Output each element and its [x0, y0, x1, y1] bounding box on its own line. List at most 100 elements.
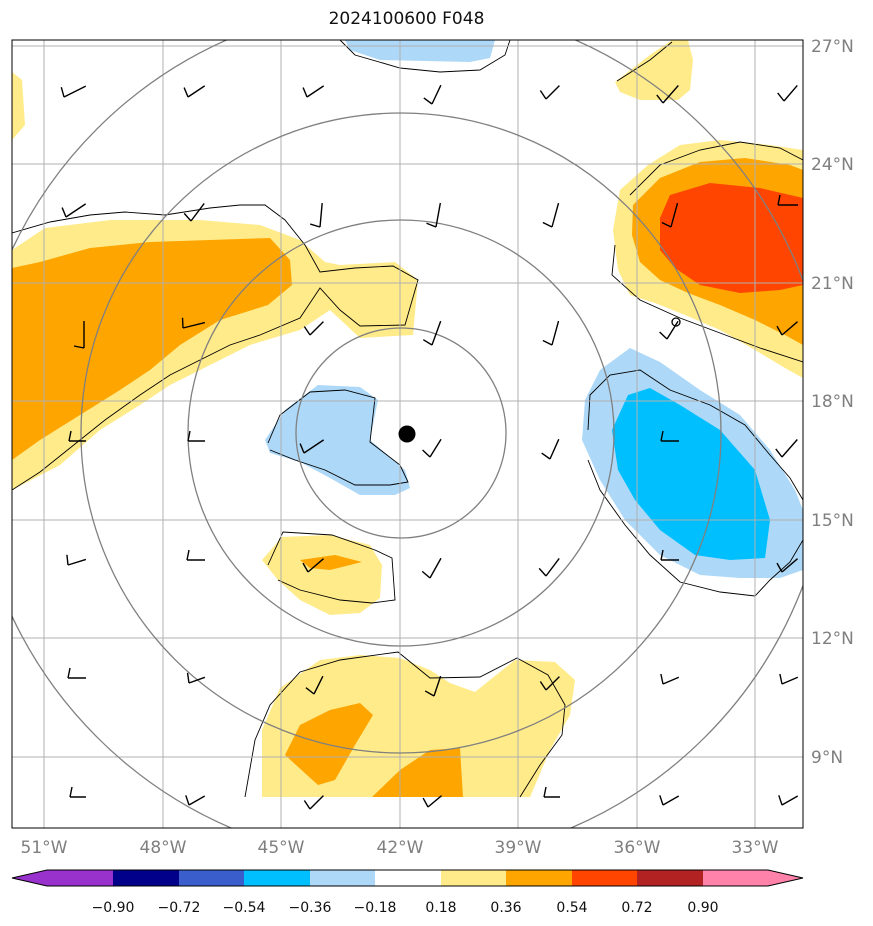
wind-barb — [422, 438, 442, 458]
ne-yellow-blob — [615, 40, 693, 100]
lon-label-39: 39°W — [495, 838, 542, 858]
secondary-center-marker — [671, 317, 681, 327]
wind-barb — [661, 202, 679, 228]
wind-barb — [776, 321, 798, 336]
wind-barb — [73, 321, 85, 349]
wind-barb — [660, 673, 680, 685]
south-orange-1 — [285, 703, 373, 785]
wind-barb — [67, 667, 86, 679]
wind-barb — [422, 795, 442, 808]
lon-label-48: 48°W — [140, 838, 187, 858]
colorbar-label-3: −0.54 — [223, 900, 266, 916]
shaded-fields — [12, 40, 803, 797]
lat-label-21: 21°N — [811, 274, 854, 294]
colorbar-bin-7 — [441, 870, 506, 886]
range-rings — [12, 40, 803, 828]
east-deep-blue — [612, 388, 770, 560]
wind-barb — [69, 786, 86, 798]
colorbar-label-6: 0.18 — [425, 900, 456, 916]
wind-barb — [68, 430, 86, 442]
wind-barb — [777, 194, 798, 206]
center-south-yellow — [262, 535, 382, 615]
contour-west — [12, 204, 419, 491]
map-title: 2024100600 F048 — [328, 9, 485, 29]
storm-center-marker — [398, 425, 416, 443]
contour-north — [339, 40, 511, 73]
colorbar-label-5: −0.18 — [354, 900, 397, 916]
colorbar-bin-10 — [637, 870, 703, 886]
lat-label-18: 18°N — [811, 392, 854, 412]
south-orange-2 — [372, 748, 463, 797]
wind-barb — [423, 84, 442, 105]
wind-barb — [541, 438, 560, 460]
wind-barb — [421, 557, 442, 579]
colorbar-label-9: 0.72 — [621, 900, 652, 916]
wind-barb — [660, 549, 679, 561]
colorbar-label-1: −0.90 — [92, 900, 135, 916]
wind-barb — [302, 558, 324, 573]
wind-barb — [422, 320, 442, 346]
wind-barb — [656, 85, 679, 104]
colorbar-label-10: 0.90 — [687, 900, 718, 916]
wind-barb — [776, 558, 798, 573]
wind-barb — [426, 202, 442, 228]
wind-barb — [539, 85, 560, 100]
contour-ne — [616, 41, 673, 82]
wind-barb — [310, 202, 323, 228]
colorbar-bin-3 — [179, 870, 244, 886]
wind-barb — [538, 557, 560, 577]
lon-label-42: 42°W — [377, 838, 424, 858]
lon-label-45: 45°W — [258, 838, 305, 858]
colorbar-label-2: −0.72 — [158, 900, 201, 916]
wind-barb — [61, 203, 87, 218]
range-ring-3 — [80, 112, 722, 754]
east-red-core — [660, 183, 803, 293]
plot-frame — [11, 39, 804, 829]
lon-label-36: 36°W — [614, 838, 661, 858]
colorbar-label-4: −0.36 — [289, 900, 332, 916]
wind-barb — [659, 320, 679, 340]
colorbar-bin-5 — [310, 870, 375, 886]
contour-east-outer — [611, 244, 803, 363]
wind-barb — [66, 554, 87, 566]
wind-barb — [775, 439, 798, 458]
lon-labels: 51°W 48°W 45°W 42°W 39°W 36°W 33°W — [21, 838, 779, 858]
colorbar-bin-2 — [113, 870, 179, 886]
wind-barb — [303, 795, 324, 810]
lat-labels: 27°N 24°N 21°N 18°N 15°N 12°N 9°N — [811, 37, 854, 768]
colorbar-bin-11 — [703, 870, 768, 886]
wind-barb — [187, 430, 205, 442]
colorbar-bin-4 — [244, 870, 310, 886]
wind-barb — [303, 321, 324, 336]
colorbar-bin-8 — [506, 870, 572, 886]
wind-barb — [539, 676, 560, 691]
lat-label-12: 12°N — [811, 629, 854, 649]
colorbar: −0.90 −0.72 −0.54 −0.36 −0.18 0.18 0.36 … — [11, 869, 804, 916]
wind-barb — [183, 85, 206, 98]
contour-east-blue — [587, 369, 803, 597]
colorbar-bin-9 — [572, 870, 637, 886]
wind-barb — [186, 549, 205, 561]
lon-label-33: 33°W — [732, 838, 779, 858]
wind-barb — [183, 202, 205, 222]
lon-label-51: 51°W — [21, 838, 68, 858]
wind-barb — [299, 439, 325, 454]
colorbar-bin-6 — [375, 870, 441, 886]
colorbar-extend-high — [768, 870, 803, 886]
wind-barbs — [60, 84, 799, 810]
colorbar-extend-low — [12, 870, 47, 886]
contour-center-south — [267, 531, 396, 604]
lat-label-27: 27°N — [811, 37, 854, 57]
lat-label-15: 15°N — [811, 511, 854, 531]
wind-barb — [424, 675, 442, 697]
wind-barb — [185, 795, 206, 806]
wind-barb — [186, 672, 206, 684]
west-orange-band — [12, 238, 292, 460]
colorbar-label-7: 0.36 — [490, 900, 521, 916]
wind-barb — [181, 317, 206, 329]
graticule — [12, 40, 803, 828]
range-ring-1 — [295, 327, 507, 539]
wind-barb — [659, 795, 680, 806]
wind-barb — [60, 85, 87, 98]
